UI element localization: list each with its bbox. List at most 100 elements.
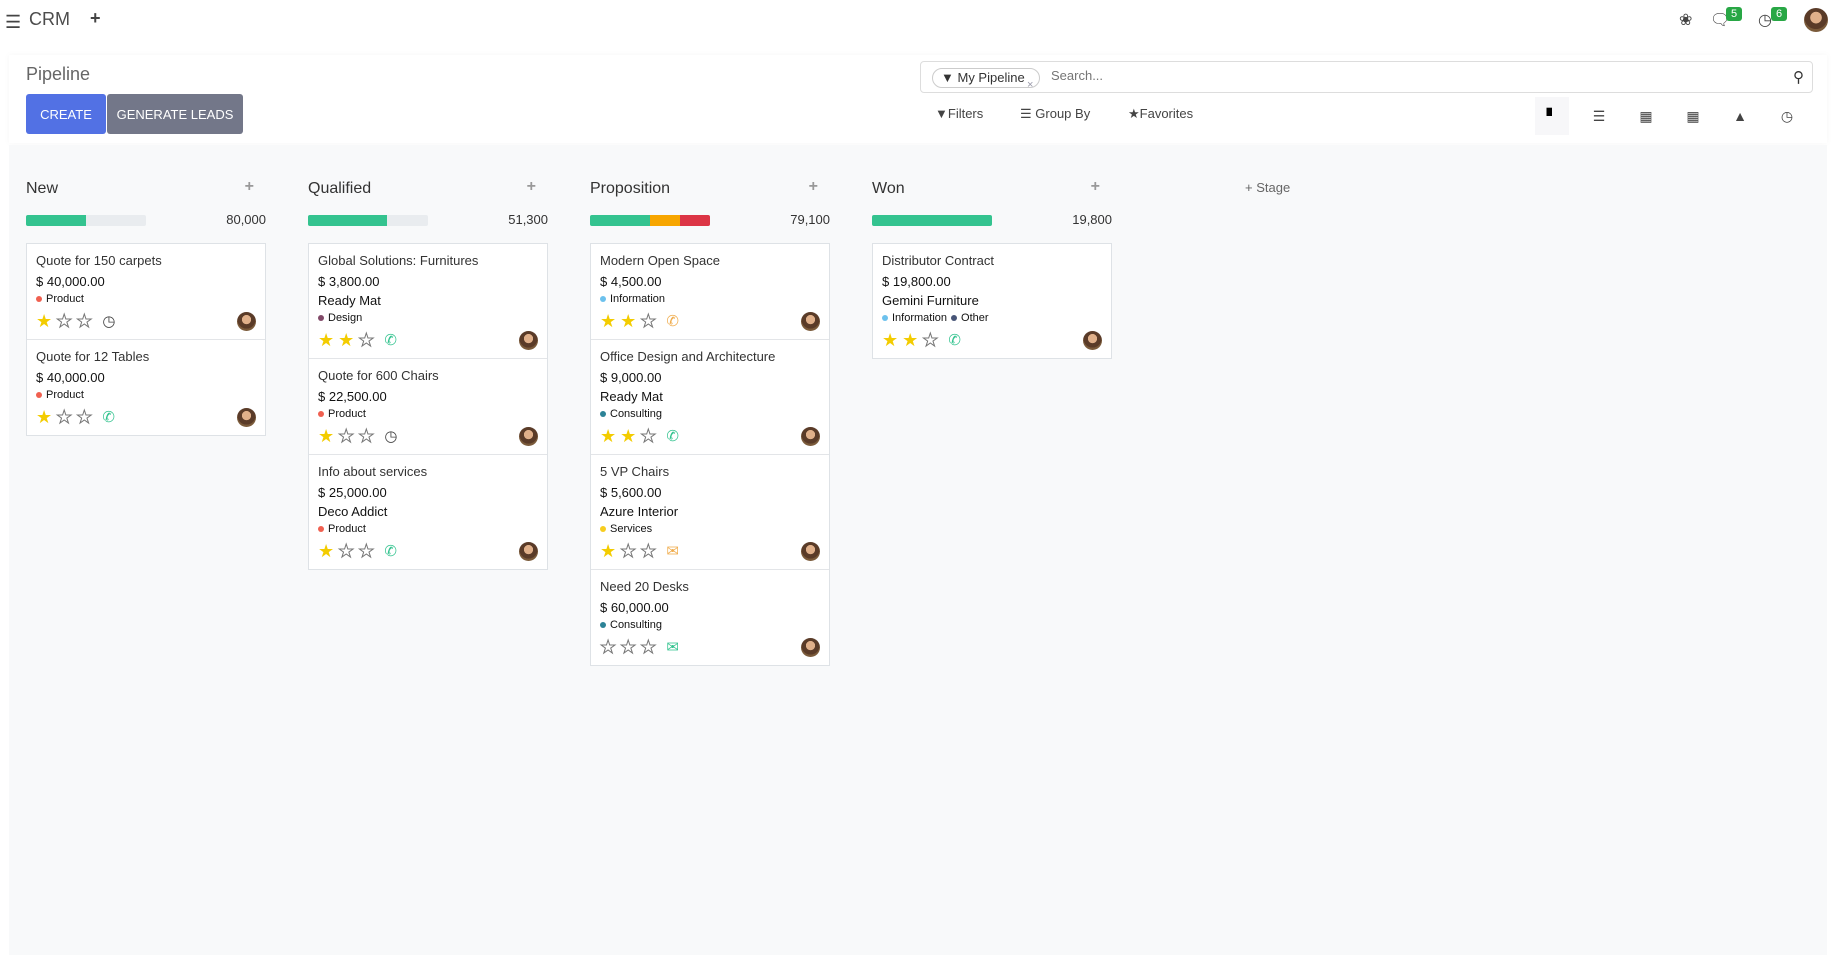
assignee-avatar[interactable]	[801, 312, 820, 331]
phone-activity-icon[interactable]: ✆	[666, 313, 679, 330]
star-empty-icon[interactable]: ★	[358, 541, 375, 561]
kanban-view-button[interactable]: ▘	[1535, 97, 1569, 135]
filters-button[interactable]: ▼Filters	[935, 106, 984, 121]
assignee-avatar[interactable]	[801, 542, 820, 561]
assignee-avatar[interactable]	[237, 312, 256, 331]
column-title[interactable]: New	[26, 180, 59, 197]
column-progress-bar[interactable]	[26, 215, 146, 226]
activities-clock-icon[interactable]: ◷	[1758, 12, 1772, 29]
favorites-button[interactable]: ★Favorites	[1128, 106, 1194, 121]
star-filled-icon[interactable]: ★	[600, 541, 617, 561]
phone-activity-icon[interactable]: ✆	[948, 332, 961, 349]
column-title[interactable]: Won	[872, 180, 905, 197]
star-empty-icon[interactable]: ★	[338, 426, 355, 446]
messages-icon[interactable]: 🗨	[1710, 12, 1731, 29]
quick-create-icon[interactable]: +	[90, 8, 101, 28]
star-empty-icon[interactable]: ★	[76, 311, 93, 331]
envelope-activity-icon[interactable]: ✉	[666, 543, 679, 560]
clock-activity-icon[interactable]: ◷	[102, 313, 116, 330]
phone-activity-icon[interactable]: ✆	[384, 543, 397, 560]
assignee-avatar[interactable]	[519, 542, 538, 561]
star-filled-icon[interactable]: ★	[36, 311, 53, 331]
assignee-avatar[interactable]	[519, 331, 538, 350]
star-empty-icon[interactable]: ★	[640, 637, 657, 657]
search-input[interactable]	[1051, 68, 1751, 83]
calendar-view-button[interactable]: ▦	[1629, 97, 1663, 135]
star-filled-icon[interactable]: ★	[36, 407, 53, 427]
star-filled-icon[interactable]: ★	[620, 426, 637, 446]
phone-activity-icon[interactable]: ✆	[384, 332, 397, 349]
assignee-avatar[interactable]	[801, 638, 820, 657]
lead-card[interactable]: Need 20 Desks $ 60,000.00 Consulting ★ ★ ★ ✉	[591, 570, 829, 665]
assignee-avatar[interactable]	[237, 408, 256, 427]
star-empty-icon[interactable]: ★	[620, 637, 637, 657]
column-progress-bar[interactable]	[590, 215, 710, 226]
debug-bug-icon[interactable]: ❀	[1679, 12, 1693, 29]
assignee-avatar[interactable]	[801, 427, 820, 446]
star-filled-icon[interactable]: ★	[318, 426, 335, 446]
star-filled-icon[interactable]: ★	[902, 330, 919, 350]
star-filled-icon[interactable]: ★	[318, 541, 335, 561]
activity-view-button[interactable]: ◷	[1770, 97, 1804, 135]
lead-card[interactable]: Modern Open Space $ 4,500.00 Information ★…	[591, 244, 829, 340]
star-filled-icon[interactable]: ★	[620, 311, 637, 331]
progress-segment[interactable]	[590, 215, 650, 226]
star-filled-icon[interactable]: ★	[318, 330, 335, 350]
star-empty-icon[interactable]: ★	[338, 541, 355, 561]
star-filled-icon[interactable]: ★	[882, 330, 899, 350]
column-title[interactable]: Proposition	[590, 180, 671, 197]
star-empty-icon[interactable]: ★	[640, 541, 657, 561]
star-empty-icon[interactable]: ★	[640, 311, 657, 331]
assignee-avatar[interactable]	[1083, 331, 1102, 350]
star-filled-icon[interactable]: ★	[600, 311, 617, 331]
search-facet[interactable]: ▼ My Pipeline	[932, 68, 1040, 88]
phone-activity-icon[interactable]: ✆	[102, 409, 115, 426]
progress-segment[interactable]	[308, 215, 388, 226]
star-filled-icon[interactable]: ★	[600, 426, 617, 446]
clock-activity-icon[interactable]: ◷	[384, 428, 398, 445]
star-filled-icon[interactable]: ★	[338, 330, 355, 350]
group-by-button[interactable]: ☰ Group By	[1020, 106, 1091, 121]
lead-card[interactable]: Quote for 12 Tables $ 40,000.00 Product ★ ★…	[27, 340, 265, 435]
column-quick-add-icon[interactable]: +	[808, 178, 818, 195]
star-empty-icon[interactable]: ★	[358, 426, 375, 446]
lead-card[interactable]: Global Solutions: Furnitures $ 3,800.00 R…	[309, 244, 547, 359]
star-empty-icon[interactable]: ★	[922, 330, 939, 350]
star-empty-icon[interactable]: ★	[640, 426, 657, 446]
lead-card[interactable]: Info about services $ 25,000.00 Deco Addi…	[309, 455, 547, 569]
create-button[interactable]: CREATE	[26, 94, 106, 134]
progress-segment[interactable]	[650, 215, 680, 226]
lead-card[interactable]: Office Design and Architecture $ 9,000.0…	[591, 340, 829, 455]
envelope-activity-icon[interactable]: ✉	[666, 639, 679, 656]
assignee-avatar[interactable]	[519, 427, 538, 446]
user-avatar[interactable]	[1804, 8, 1828, 32]
lead-card[interactable]: Distributor Contract $ 19,800.00 Gemini F…	[873, 244, 1111, 358]
menu-icon[interactable]: ☰	[5, 12, 22, 32]
list-view-button[interactable]: ☰	[1582, 97, 1616, 135]
lead-card[interactable]: Quote for 150 carpets $ 40,000.00 Product…	[27, 244, 265, 340]
star-empty-icon[interactable]: ★	[76, 407, 93, 427]
progress-segment[interactable]	[680, 215, 710, 226]
search-icon[interactable]: ⚲	[1793, 69, 1804, 86]
remove-facet-icon[interactable]: ×	[1027, 79, 1034, 91]
star-empty-icon[interactable]: ★	[358, 330, 375, 350]
column-progress-bar[interactable]	[308, 215, 428, 226]
star-empty-icon[interactable]: ★	[56, 407, 73, 427]
lead-card[interactable]: Quote for 600 Chairs $ 22,500.00 Product ★…	[309, 359, 547, 455]
progress-segment[interactable]	[872, 215, 992, 226]
column-title[interactable]: Qualified	[308, 180, 372, 197]
column-progress-bar[interactable]	[872, 215, 992, 226]
graph-view-button[interactable]: ▲	[1723, 97, 1757, 135]
column-quick-add-icon[interactable]: +	[1090, 178, 1100, 195]
star-empty-icon[interactable]: ★	[620, 541, 637, 561]
lead-card[interactable]: 5 VP Chairs $ 5,600.00 Azure Interior Serv…	[591, 455, 829, 570]
star-empty-icon[interactable]: ★	[599, 637, 617, 657]
star-empty-icon[interactable]: ★	[56, 311, 73, 331]
generate-leads-button[interactable]: GENERATE LEADS	[107, 94, 243, 134]
add-stage-button[interactable]: + Stage	[1245, 180, 1291, 195]
pivot-view-button[interactable]: ▦	[1676, 97, 1710, 135]
progress-segment[interactable]	[26, 215, 86, 226]
app-name[interactable]: CRM	[29, 9, 70, 29]
column-quick-add-icon[interactable]: +	[526, 178, 536, 195]
phone-activity-icon[interactable]: ✆	[666, 428, 679, 445]
